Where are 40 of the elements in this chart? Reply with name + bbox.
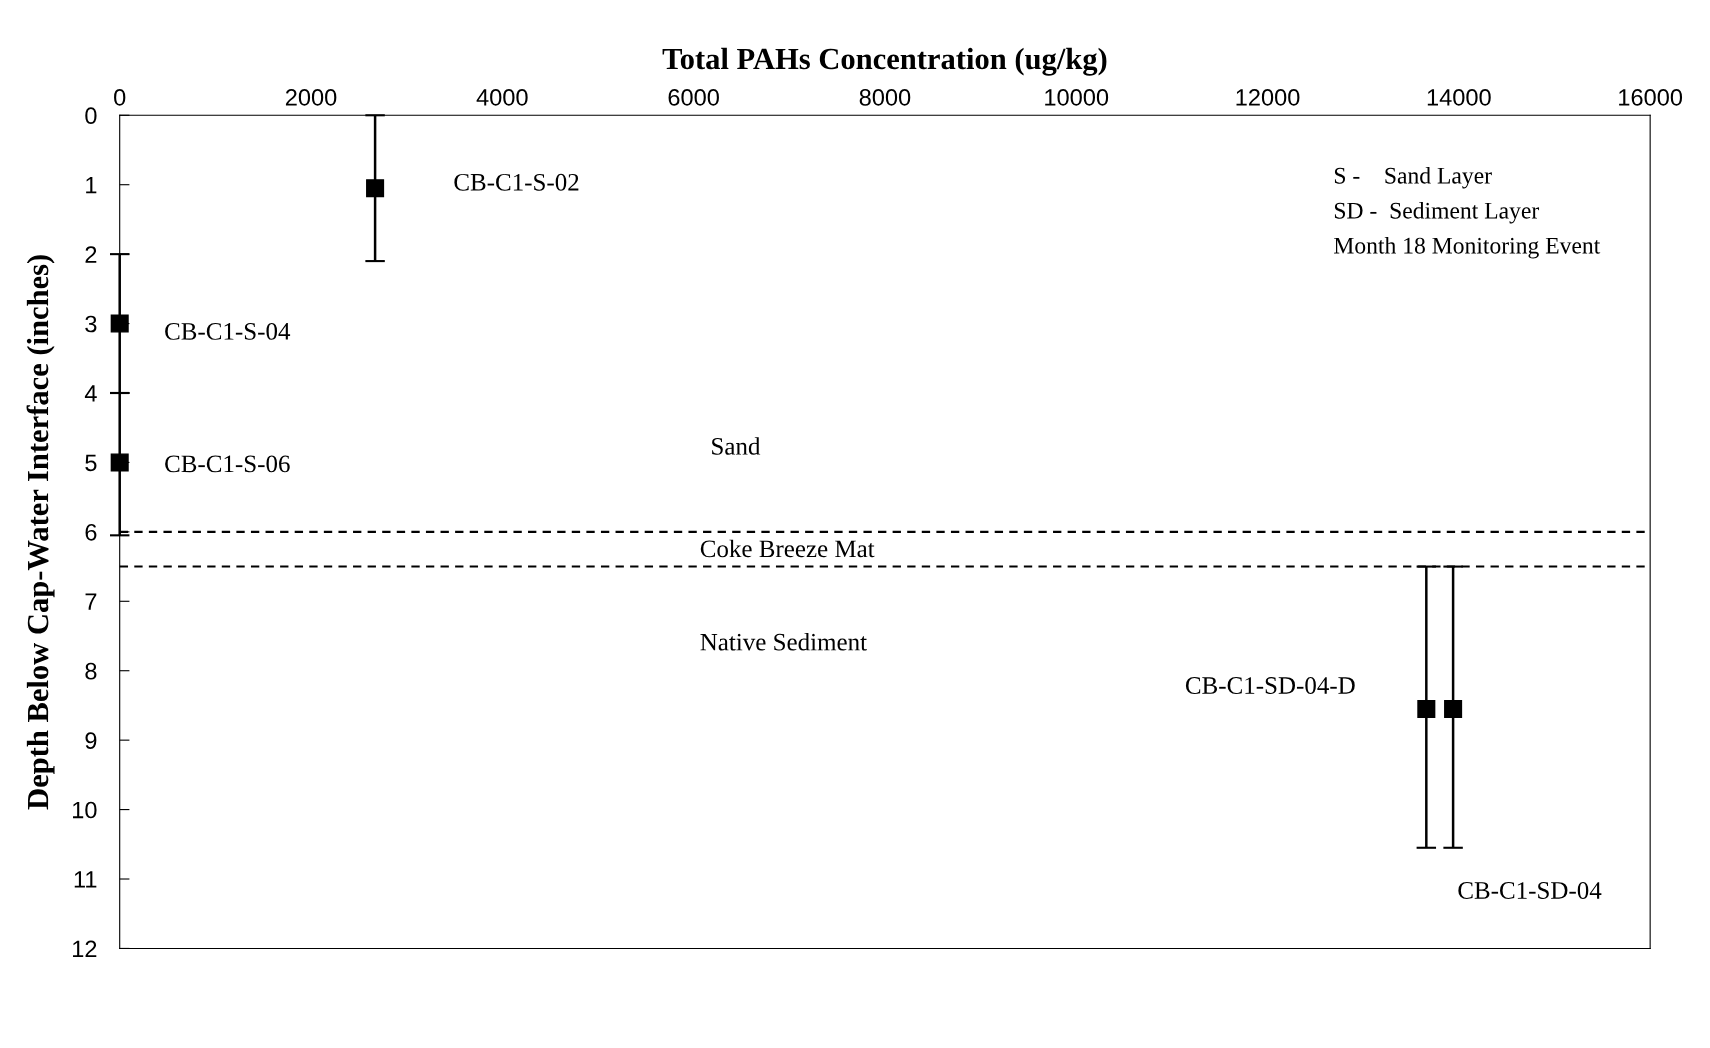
y-tick-label: 1 [86,177,97,194]
y-tick-label: 6 [85,523,97,541]
y-tick-label: 3 [85,315,97,333]
y-tick-label: 5 [85,454,97,472]
y-tick-label: 8 [85,662,97,680]
point [366,179,385,198]
annotation: CB-C1-SD-04-D [1185,677,1355,694]
x-tick-label: 10000 [1045,89,1109,106]
y-tick-label: 0 [85,107,97,125]
y-axis-title: Depth Below Cap-Water Interface (inches) [26,255,55,810]
annotation: CB-C1-S-02 [454,173,579,191]
x-tick-label: 4000 [476,89,528,106]
y-tick-label: 7 [85,593,97,610]
y-tick-label: 9 [85,732,97,749]
point [110,453,129,472]
point [1417,699,1436,718]
x-tick-label: 14000 [1427,89,1491,106]
x-tick-label: 8000 [859,89,911,106]
x-tick-label: 12000 [1236,89,1300,106]
annotation: CB-C1-SD-04 [1458,882,1602,899]
annotation: Coke Breeze Mat [700,539,875,558]
x-tick-label: 0 [114,89,126,106]
x-tick-label: 16000 [1619,89,1683,106]
annotation: CB-C1-S-06 [165,455,290,473]
y-tick-label: 10 [73,801,97,819]
y-tick-label: 11 [74,871,97,888]
y-tick-label: 4 [84,385,97,402]
annotation: Sand [712,437,761,455]
annotation: Native Sediment [700,633,867,651]
x-tick-label: 6000 [668,89,719,106]
annotation: Month 18 Monitoring Event [1334,237,1601,259]
y-tick-label: 12 [73,940,97,957]
point [1444,699,1463,718]
point [110,314,129,333]
x-tick-label: 2000 [285,89,337,106]
annotation: S - Sand Layer [1334,167,1492,189]
annotation: SD - Sediment Layer [1334,202,1540,224]
y-tick-label: 2 [85,246,97,263]
annotation: CB-C1-S-04 [165,322,291,340]
x-axis-title: Total PAHs Concentration (ug/kg) [662,47,1107,76]
